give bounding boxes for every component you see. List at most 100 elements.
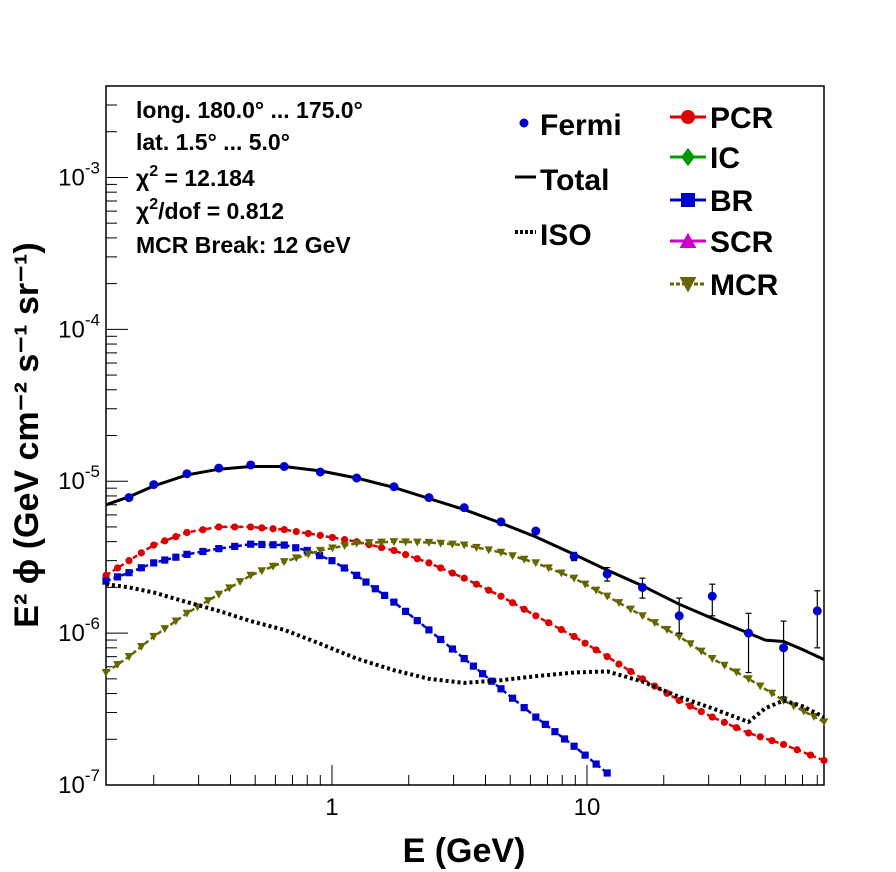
series-mcr (101, 538, 829, 727)
legend-label-total: Total (540, 164, 609, 197)
fermi-marker (424, 493, 434, 503)
series-marker-pcr (328, 533, 337, 542)
series-marker-pcr (615, 660, 623, 668)
fermi-marker (637, 582, 647, 592)
series-marker-mcr (685, 640, 695, 649)
series-marker-mcr (257, 567, 267, 576)
series-marker-br (258, 540, 266, 549)
series-marker-pcr (460, 574, 468, 582)
series-marker-pcr (304, 529, 312, 538)
series-marker-pcr (448, 569, 457, 577)
series-marker-mcr (171, 617, 181, 626)
series-marker-br (508, 694, 517, 702)
series-marker-mcr (268, 562, 278, 571)
fermi-marker (246, 460, 256, 470)
fermi-marker (812, 606, 822, 616)
series-marker-pcr (570, 632, 578, 641)
series-marker-br (437, 635, 445, 644)
legend-symbol-br (681, 193, 695, 207)
series-br (102, 540, 611, 777)
fermi-point (707, 583, 717, 617)
series-marker-pcr (437, 564, 445, 572)
series-marker-pcr (199, 526, 207, 534)
series-marker-pcr (732, 724, 741, 732)
series-marker-mcr (591, 586, 601, 595)
fermi-point (279, 462, 289, 472)
legend-entry-iso: ISO (515, 219, 592, 252)
series-marker-pcr (532, 612, 540, 620)
fermi-marker (315, 467, 325, 477)
series-marker-pcr (172, 533, 180, 541)
series-marker-mcr (436, 539, 445, 548)
series-line-mcr (105, 540, 825, 724)
tick-labels: 1 10 10-7 10-6 10-5 10-4 10-3 (58, 158, 600, 821)
series-marker-br (425, 626, 433, 634)
series-marker-br (150, 559, 158, 567)
series-marker-br (231, 542, 239, 551)
series-marker-mcr (519, 555, 529, 564)
legend-label-scr: SCR (710, 226, 774, 259)
series-marker-pcr (183, 528, 191, 537)
fermi-marker (459, 503, 469, 513)
series-marker-pcr (744, 729, 753, 737)
series-marker-br (381, 591, 389, 600)
series-marker-mcr (389, 538, 399, 546)
fermi-point (637, 577, 647, 599)
series-marker-br (316, 551, 324, 560)
fermi-marker (674, 611, 684, 621)
series-marker-mcr (377, 538, 386, 547)
fermi-marker (779, 643, 789, 653)
fermi-point (424, 493, 434, 503)
series-marker-br (532, 713, 540, 721)
series-marker-pcr (485, 586, 493, 594)
fermi-point (124, 493, 134, 503)
series-marker-pcr (686, 702, 694, 710)
series-marker-mcr (744, 675, 753, 684)
series-marker-pcr (150, 541, 158, 549)
legend-symbol-scr (679, 232, 697, 248)
series-marker-br (560, 735, 569, 743)
series-marker-br (390, 598, 398, 606)
fermi-point (182, 469, 192, 479)
series-marker-mcr (364, 539, 374, 548)
series-marker-pcr (161, 537, 169, 545)
series-marker-pcr (520, 605, 528, 613)
info-line: MCR Break: 12 GeV (136, 232, 351, 258)
series-marker-pcr (292, 527, 300, 536)
legend-entry-total: Total (515, 164, 609, 197)
series-marker-mcr (246, 571, 255, 580)
fermi-marker (569, 551, 579, 561)
series-marker-br (402, 607, 410, 615)
series-marker-br (497, 685, 505, 693)
fermi-marker (531, 526, 541, 536)
series-marker-mcr (401, 538, 410, 547)
fermi-marker (352, 473, 362, 483)
fermi-marker (149, 480, 159, 490)
fermi-marker (707, 591, 717, 601)
series-marker-mcr (496, 548, 506, 557)
fermi-point (674, 597, 684, 634)
series-marker-pcr (603, 653, 611, 661)
series-marker-mcr (484, 546, 494, 555)
series-marker-mcr (544, 564, 553, 573)
series-marker-pcr (806, 751, 815, 759)
fermi-point (246, 460, 256, 470)
fermi-point (315, 467, 325, 477)
series-marker-br (172, 553, 180, 561)
fermi-point (744, 612, 754, 674)
series-marker-pcr (113, 564, 122, 572)
series-marker-br (371, 585, 379, 593)
legend-symbol-fermi (519, 118, 529, 128)
series-marker-mcr (101, 668, 111, 677)
series-marker-pcr (258, 524, 266, 532)
series-marker-mcr (531, 559, 541, 568)
series-marker-pcr (125, 557, 133, 565)
x-tick-label: 1 (325, 794, 338, 821)
y-tick-label: 10-5 (58, 462, 100, 495)
x-axis-title: E (GeV) (403, 832, 526, 870)
series-marker-pcr (720, 718, 728, 726)
legend-label-ic: IC (710, 142, 740, 175)
series-marker-pcr (402, 551, 410, 559)
series-marker-br (362, 578, 370, 586)
series-marker-br (102, 577, 110, 585)
